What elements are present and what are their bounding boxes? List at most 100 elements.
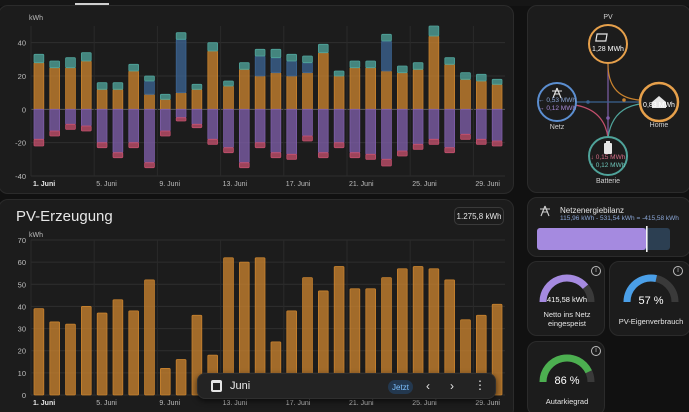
energy-bar-segment[interactable] bbox=[286, 108, 297, 155]
energy-bar-segment[interactable] bbox=[112, 82, 124, 90]
energy-bar-segment[interactable] bbox=[381, 33, 392, 42]
energy-bar-segment[interactable] bbox=[397, 65, 408, 74]
energy-bar-segment[interactable] bbox=[302, 108, 313, 137]
energy-bar-segment[interactable] bbox=[412, 108, 424, 145]
energy-bar-segment[interactable] bbox=[460, 78, 471, 110]
energy-bar-segment[interactable] bbox=[381, 40, 392, 72]
energy-bar-segment[interactable] bbox=[223, 85, 234, 110]
energy-bar-segment[interactable] bbox=[286, 75, 297, 110]
pv-bar[interactable] bbox=[33, 308, 45, 396]
info-icon[interactable]: i bbox=[673, 266, 683, 276]
energy-bar-segment[interactable] bbox=[144, 108, 155, 164]
energy-bar-segment[interactable] bbox=[302, 135, 313, 142]
energy-bar-segment[interactable] bbox=[254, 75, 266, 110]
energy-bar-segment[interactable] bbox=[333, 108, 345, 144]
energy-bar-segment[interactable] bbox=[33, 108, 45, 140]
energy-bar-segment[interactable] bbox=[349, 60, 361, 69]
energy-bar-segment[interactable] bbox=[254, 142, 266, 149]
energy-bar-segment[interactable] bbox=[286, 53, 297, 62]
energy-bar-segment[interactable] bbox=[81, 125, 92, 132]
energy-bar-segment[interactable] bbox=[81, 60, 92, 110]
energy-bar-segment[interactable] bbox=[349, 108, 361, 154]
now-button[interactable]: Jetzt bbox=[388, 380, 413, 394]
pv-bar[interactable] bbox=[160, 368, 171, 396]
energy-bar-segment[interactable] bbox=[81, 108, 92, 127]
energy-bar-segment[interactable] bbox=[160, 108, 171, 132]
energy-bar-segment[interactable] bbox=[349, 152, 361, 159]
energy-bar-segment[interactable] bbox=[33, 62, 45, 110]
energy-bar-segment[interactable] bbox=[49, 130, 60, 137]
energy-bar-segment[interactable] bbox=[270, 48, 282, 59]
energy-bar-segment[interactable] bbox=[397, 108, 408, 152]
energy-bar-segment[interactable] bbox=[96, 88, 108, 110]
energy-bar-segment[interactable] bbox=[191, 123, 203, 129]
energy-bar-segment[interactable] bbox=[428, 35, 440, 110]
energy-bar-segment[interactable] bbox=[65, 67, 76, 110]
energy-bar-segment[interactable] bbox=[191, 108, 203, 125]
energy-bar-segment[interactable] bbox=[333, 75, 345, 110]
energy-bar-segment[interactable] bbox=[175, 92, 187, 110]
pv-bar[interactable] bbox=[128, 310, 139, 396]
energy-bar-segment[interactable] bbox=[460, 72, 471, 80]
energy-bar-segment[interactable] bbox=[49, 60, 60, 69]
energy-bar-segment[interactable] bbox=[365, 108, 376, 155]
energy-bar-segment[interactable] bbox=[491, 140, 503, 147]
info-icon[interactable]: i bbox=[591, 266, 601, 276]
energy-bar-segment[interactable] bbox=[223, 147, 234, 154]
energy-bar-segment[interactable] bbox=[96, 108, 108, 144]
energy-bar-segment[interactable] bbox=[286, 153, 297, 160]
energy-bar-segment[interactable] bbox=[49, 67, 60, 110]
energy-bar-segment[interactable] bbox=[191, 83, 203, 90]
energy-bar-segment[interactable] bbox=[239, 108, 250, 164]
energy-bar-segment[interactable] bbox=[33, 138, 45, 147]
energy-bar-segment[interactable] bbox=[349, 67, 361, 110]
energy-bar-segment[interactable] bbox=[318, 152, 329, 159]
chevron-right-icon[interactable]: › bbox=[450, 379, 454, 393]
energy-bar-segment[interactable] bbox=[412, 143, 424, 150]
energy-bar-segment[interactable] bbox=[65, 123, 76, 130]
energy-bar-segment[interactable] bbox=[96, 142, 108, 149]
pv-bar[interactable] bbox=[112, 299, 124, 396]
energy-bar-segment[interactable] bbox=[318, 108, 329, 154]
energy-bar-segment[interactable] bbox=[397, 150, 408, 157]
energy-bar-segment[interactable] bbox=[160, 98, 171, 110]
energy-bar-segment[interactable] bbox=[302, 72, 313, 110]
energy-bar-segment[interactable] bbox=[144, 93, 155, 110]
energy-bar-segment[interactable] bbox=[207, 42, 218, 52]
active-tab-indicator[interactable] bbox=[75, 3, 109, 5]
energy-bar-segment[interactable] bbox=[270, 72, 282, 110]
energy-bar-segment[interactable] bbox=[428, 25, 440, 37]
energy-bar-segment[interactable] bbox=[333, 142, 345, 149]
energy-bar-segment[interactable] bbox=[491, 108, 503, 142]
energy-bar-segment[interactable] bbox=[270, 108, 282, 154]
energy-bar-segment[interactable] bbox=[381, 70, 392, 110]
pv-bar[interactable] bbox=[49, 321, 60, 396]
energy-bar-segment[interactable] bbox=[239, 162, 250, 169]
pv-bar[interactable] bbox=[65, 323, 76, 396]
pv-bar[interactable] bbox=[175, 359, 187, 396]
energy-bar-segment[interactable] bbox=[175, 117, 187, 122]
energy-bar-segment[interactable] bbox=[333, 70, 345, 77]
energy-bar-segment[interactable] bbox=[207, 108, 218, 140]
energy-bar-segment[interactable] bbox=[49, 108, 60, 132]
energy-bar-segment[interactable] bbox=[144, 75, 155, 82]
energy-bar-segment[interactable] bbox=[175, 32, 187, 40]
energy-bar-segment[interactable] bbox=[112, 88, 124, 110]
energy-bar-segment[interactable] bbox=[302, 62, 313, 74]
energy-bar-segment[interactable] bbox=[112, 108, 124, 154]
energy-bar-segment[interactable] bbox=[239, 62, 250, 70]
energy-bar-segment[interactable] bbox=[128, 63, 139, 72]
info-icon[interactable]: i bbox=[591, 346, 601, 356]
pv-bar[interactable] bbox=[491, 303, 503, 396]
energy-bar-segment[interactable] bbox=[318, 43, 329, 54]
energy-bar-segment[interactable] bbox=[223, 108, 234, 149]
energy-bar-segment[interactable] bbox=[65, 108, 76, 125]
energy-bar-segment[interactable] bbox=[491, 78, 503, 85]
energy-bar-segment[interactable] bbox=[33, 53, 45, 64]
energy-bar-segment[interactable] bbox=[428, 138, 440, 145]
energy-bar-segment[interactable] bbox=[428, 108, 440, 140]
energy-bar-segment[interactable] bbox=[144, 80, 155, 95]
energy-bar-segment[interactable] bbox=[160, 130, 171, 137]
energy-bar-segment[interactable] bbox=[128, 142, 139, 149]
energy-bar-segment[interactable] bbox=[128, 108, 139, 144]
